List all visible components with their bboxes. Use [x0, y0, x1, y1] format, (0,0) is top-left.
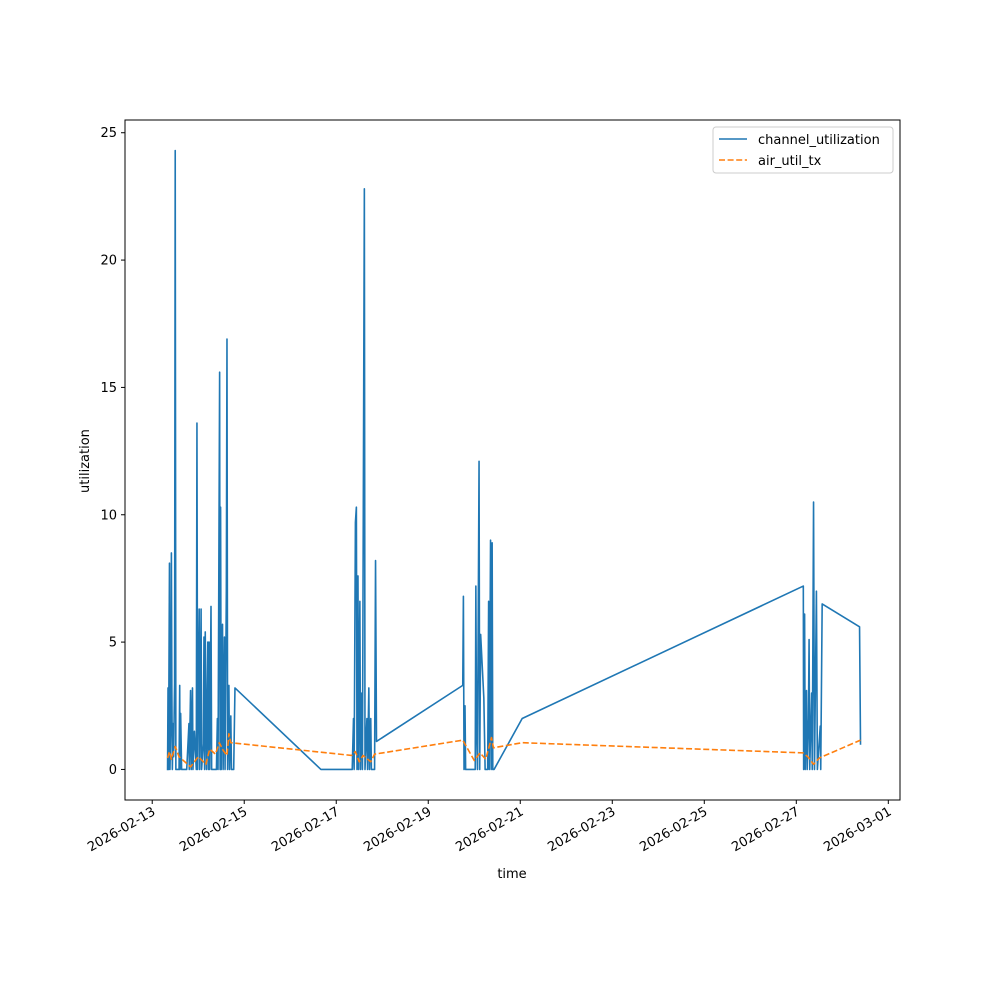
- legend-box: [712, 126, 894, 174]
- series-line-air-util-tx: [166, 732, 861, 768]
- y-tick-label: 10: [100, 508, 117, 523]
- series-line-channel-utilization: [166, 149, 862, 771]
- x-axis-label: time: [497, 867, 526, 882]
- series-layer: [166, 149, 862, 771]
- y-tick-label: 20: [100, 254, 117, 269]
- y-tick-label: 25: [100, 126, 117, 141]
- legend-label-air-util-tx: air_util_tx: [758, 154, 822, 169]
- x-tick-label: 2026-03-01: [821, 804, 894, 855]
- legend: channel_utilization air_util_tx: [712, 126, 894, 174]
- x-tick-label: 2026-02-27: [729, 804, 802, 855]
- x-tick-label: 2026-02-23: [545, 804, 618, 855]
- x-tick-label: 2026-02-15: [177, 804, 250, 855]
- x-tick-label: 2026-02-21: [453, 804, 526, 855]
- y-tick-label: 0: [109, 763, 117, 778]
- x-tick-label: 2026-02-17: [269, 804, 342, 855]
- y-tick-label: 5: [109, 636, 117, 651]
- x-tick-label: 2026-02-19: [361, 804, 434, 855]
- x-tick-label: 2026-02-13: [85, 804, 158, 855]
- x-axis: 2026-02-13 2026-02-15 2026-02-17 2026-02-19…: [85, 800, 894, 855]
- legend-label-channel-utilization: channel_utilization: [758, 133, 880, 148]
- y-tick-label: 15: [100, 381, 117, 396]
- y-axis-label: utilization: [78, 429, 93, 493]
- plot-frame: [124, 119, 901, 801]
- x-tick-label: 2026-02-25: [637, 804, 710, 855]
- y-axis: 0 5 10 15 20 25: [100, 126, 125, 778]
